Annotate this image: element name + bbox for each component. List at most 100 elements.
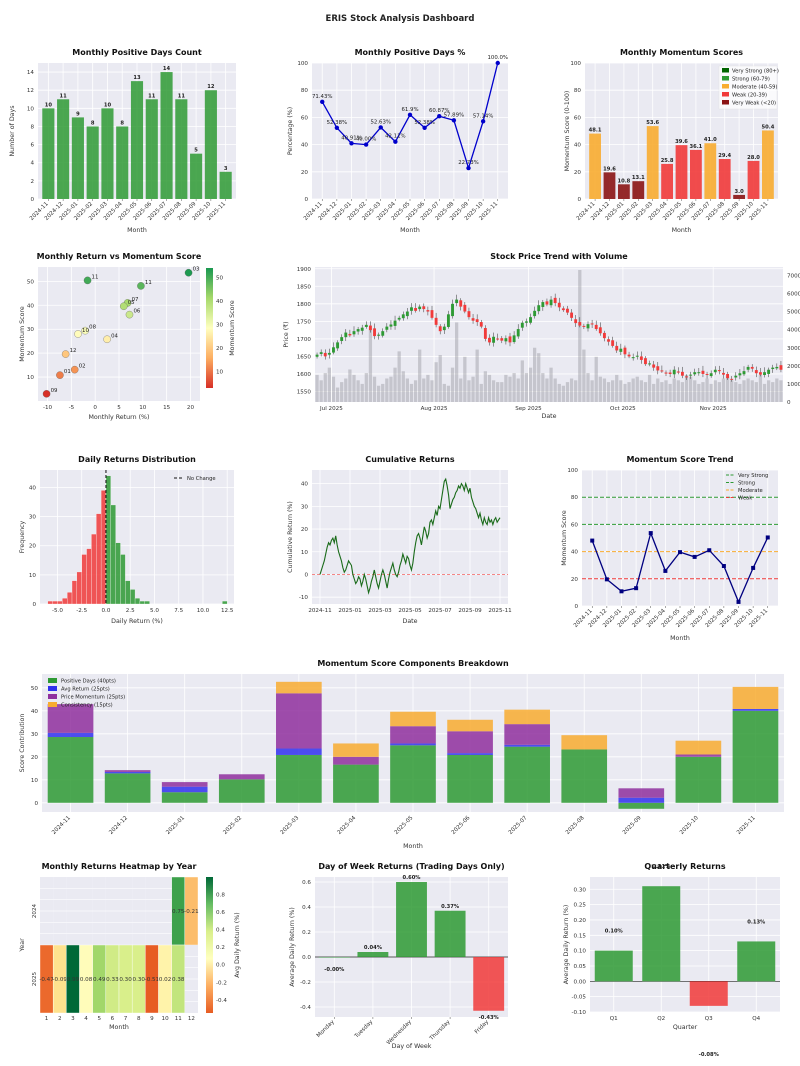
candle-body xyxy=(738,373,742,376)
volume-bar xyxy=(598,376,602,402)
point-label: 11 xyxy=(92,274,99,280)
y-tick-label: 0.0 xyxy=(302,955,311,961)
data-point xyxy=(422,125,427,130)
volume-bar xyxy=(734,382,738,402)
data-point xyxy=(451,118,457,123)
y-tick-label: 1650 xyxy=(297,354,312,360)
x-tick-label: 12 xyxy=(188,1016,195,1022)
volume-bar xyxy=(652,383,656,402)
x-tick-label: 5 xyxy=(117,405,121,411)
bar xyxy=(594,950,633,982)
candle-body xyxy=(648,363,652,365)
scatter-point xyxy=(81,326,89,335)
bar xyxy=(204,90,217,199)
candle-body xyxy=(639,356,643,360)
candle-body xyxy=(418,306,422,310)
bar xyxy=(704,143,717,199)
histogram-bar xyxy=(144,600,150,605)
y-tick-label: 1700 xyxy=(297,337,312,343)
stack-segment xyxy=(447,731,493,754)
bar xyxy=(646,126,659,199)
candle-body xyxy=(340,337,344,341)
y-tick-label: 2 xyxy=(30,179,34,185)
data-label: 60.87% xyxy=(429,108,450,114)
data-label: 40.91% xyxy=(341,135,362,141)
x-tick-label: Q3 xyxy=(705,1016,713,1022)
point-label: 05 xyxy=(128,300,135,306)
candle-body xyxy=(561,308,565,311)
y-tick-label: 0 xyxy=(32,602,36,608)
data-point xyxy=(480,119,486,124)
data-label: 25.8 xyxy=(661,158,674,164)
heatmap-label: 0.30 xyxy=(133,977,146,983)
data-label: 10 xyxy=(45,102,53,108)
scatter-point xyxy=(61,350,70,358)
panel-daily-returns: Daily Returns Distribution Frequency Daily… xyxy=(0,448,260,633)
point-label: 08 xyxy=(89,325,96,331)
scatter-point xyxy=(103,335,111,344)
candle-body xyxy=(779,365,783,370)
legend-label: Very Weak (<20) xyxy=(732,100,776,106)
histogram-bar xyxy=(91,533,97,605)
histogram-bar xyxy=(125,580,131,605)
candle-body xyxy=(455,299,459,304)
data-label: 0.37% xyxy=(441,904,460,910)
volume-bar xyxy=(524,373,529,402)
volume-bar xyxy=(389,376,393,402)
data-label: 19.6 xyxy=(603,166,616,172)
volume-bar xyxy=(471,376,475,402)
plot-area xyxy=(315,267,783,402)
point-label: 10 xyxy=(82,328,89,334)
volume-bar xyxy=(779,380,783,402)
x-tick-label: 7 xyxy=(124,1016,128,1022)
volume-bar xyxy=(413,380,418,402)
x-tick-label: 2025-03 xyxy=(368,608,392,614)
histogram-bar xyxy=(81,554,87,605)
candle-body xyxy=(393,320,397,326)
data-label: 5 xyxy=(194,148,198,154)
y-axis-label: Average Daily Return (%) xyxy=(289,907,296,987)
chart-title: Daily Returns Distribution xyxy=(78,455,196,464)
stack-segment xyxy=(161,786,208,793)
volume-bar xyxy=(352,374,356,402)
x-tick-label: 2025-07 xyxy=(428,608,452,614)
stack-segment xyxy=(504,724,550,745)
colorbar xyxy=(206,268,213,388)
y-tick-label: 40 xyxy=(301,482,309,488)
volume-bar xyxy=(372,376,377,402)
y-tick-label: 100 xyxy=(570,61,581,67)
x-tick-label: Friday xyxy=(474,1019,491,1036)
x-tick-label: 10 xyxy=(139,405,147,411)
candle-body xyxy=(360,327,364,331)
chart-title: Momentum Score Trend xyxy=(626,455,733,464)
x-tick-label: -5.0 xyxy=(52,608,63,614)
volume-bar xyxy=(574,380,578,402)
data-point xyxy=(363,142,369,147)
point-label: 03 xyxy=(193,267,200,273)
y-tick-label: 60 xyxy=(571,522,579,528)
volume-bar xyxy=(463,356,467,402)
volume-bar xyxy=(401,371,405,402)
scatter-point xyxy=(83,276,92,285)
candle-body xyxy=(516,329,520,337)
x-tick-label: 2025-03 xyxy=(279,815,300,836)
volume-bar xyxy=(766,380,771,402)
x-tick-label: Tuesday xyxy=(353,1019,375,1041)
data-label: 28.0 xyxy=(747,155,760,161)
volume-bar xyxy=(422,378,426,402)
data-label: 40.00% xyxy=(356,137,377,143)
chart-title: Momentum Score Components Breakdown xyxy=(317,659,509,668)
volume-bar xyxy=(364,373,368,402)
volume-bar xyxy=(586,373,590,402)
y-tick-label: 50 xyxy=(31,686,39,692)
y-tick-label: -0.05 xyxy=(572,995,587,1001)
x-tick-label: 2025-01 xyxy=(338,608,362,614)
y-tick-label: 1900 xyxy=(297,267,312,273)
volume-bar xyxy=(397,351,401,402)
bar xyxy=(747,160,760,199)
data-label: -0.08% xyxy=(699,1052,720,1058)
histogram-bar xyxy=(96,513,102,605)
volume-bar xyxy=(709,383,713,402)
x-tick-label: 5.0 xyxy=(150,608,159,614)
volume-bar xyxy=(771,382,775,402)
